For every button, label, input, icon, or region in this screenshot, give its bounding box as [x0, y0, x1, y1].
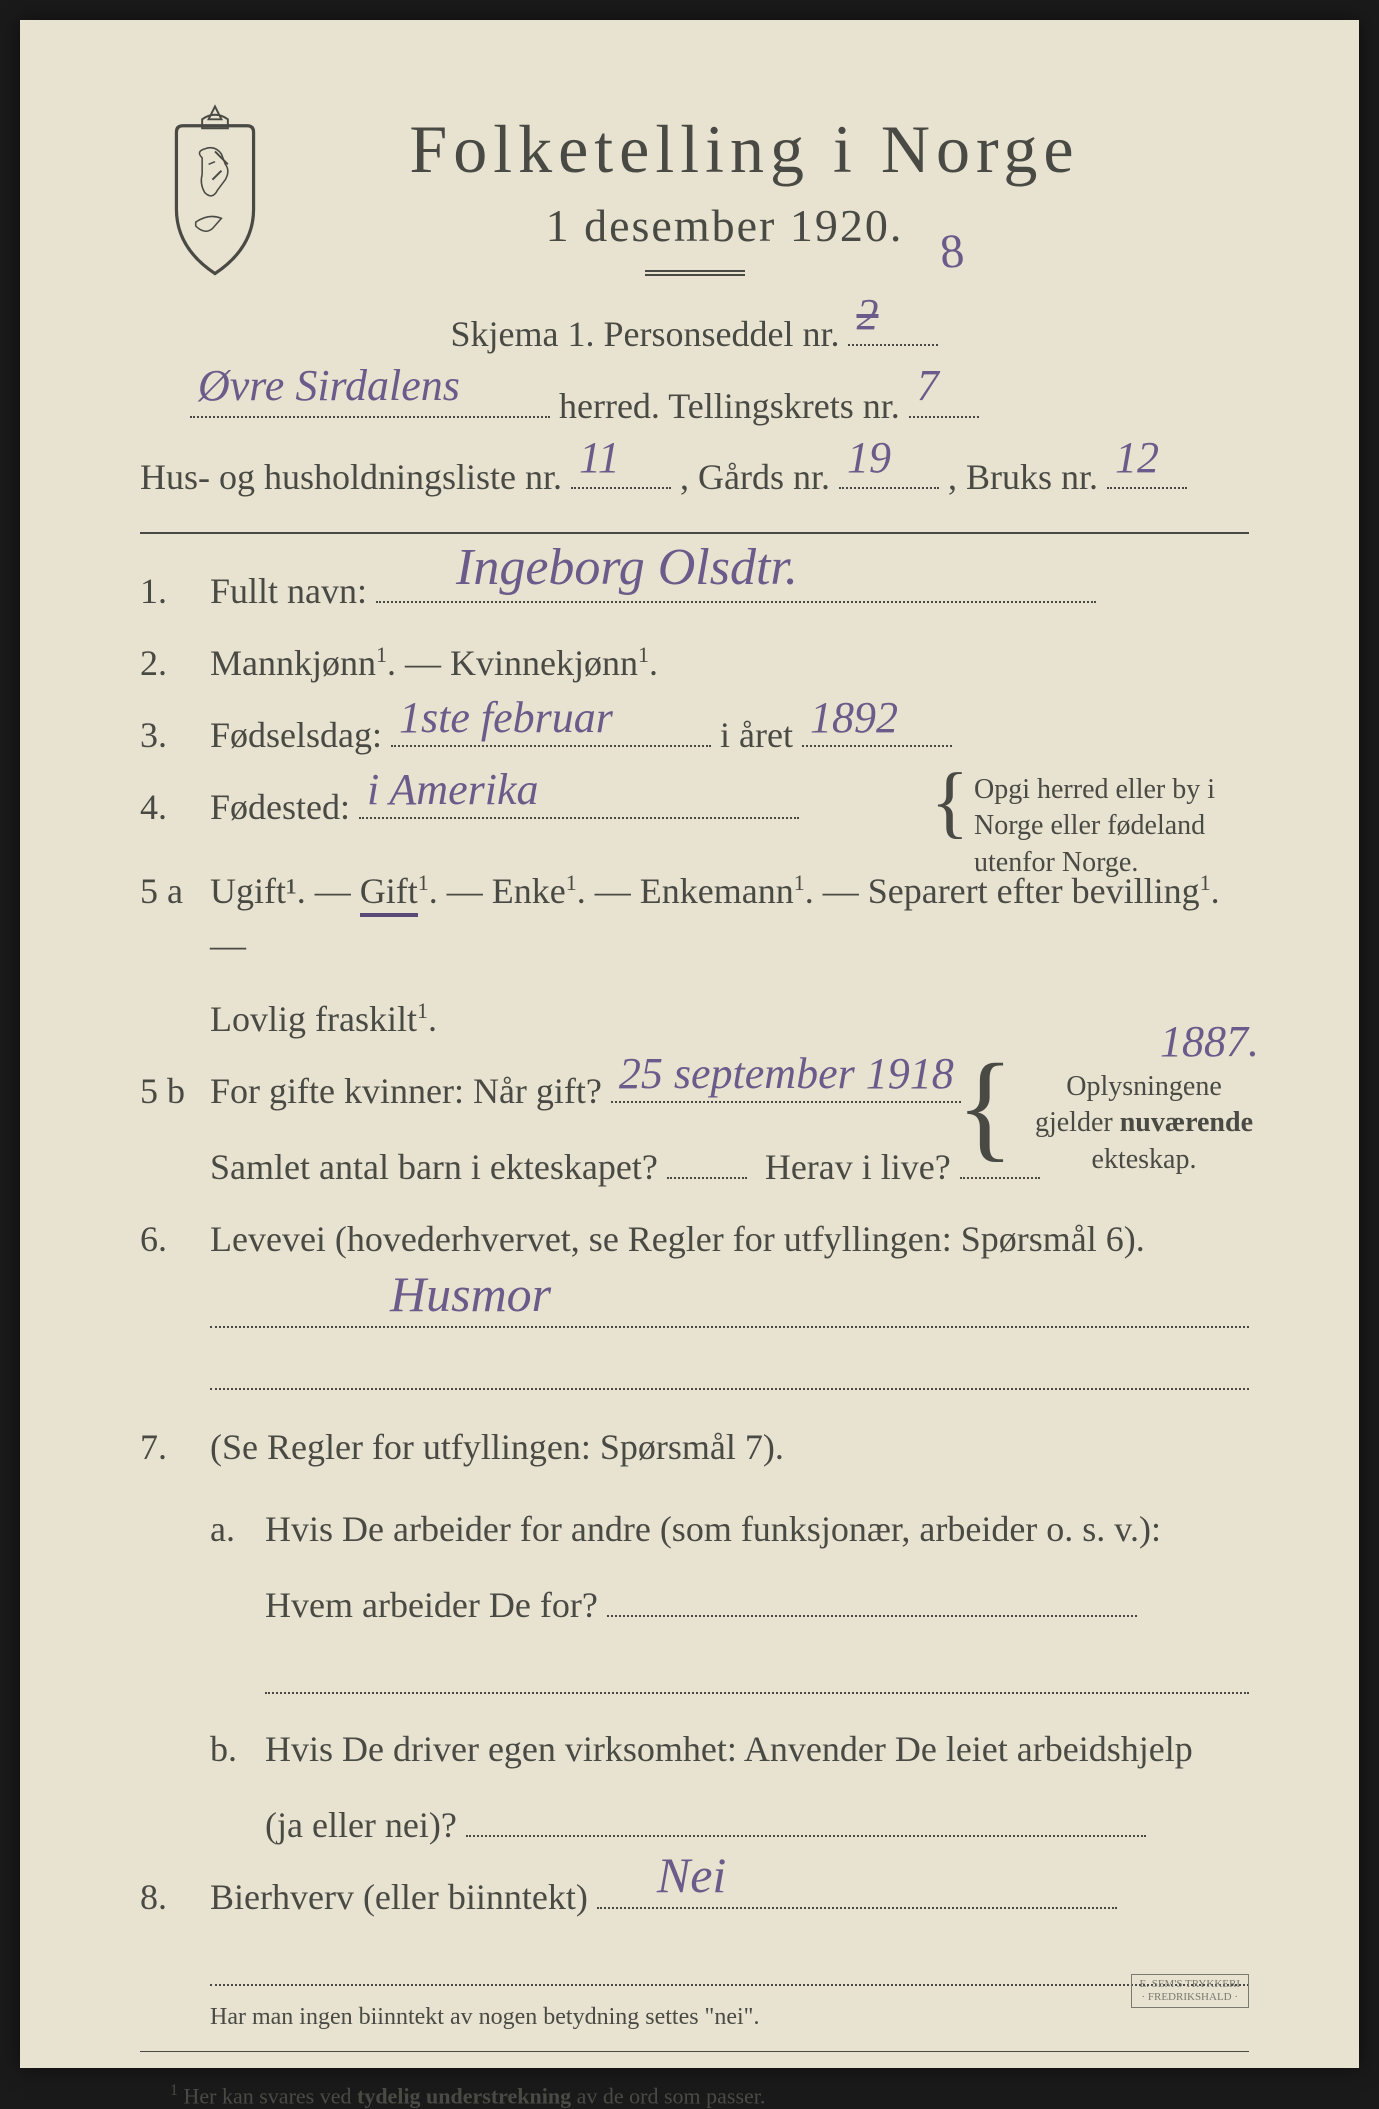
gards-field: 19	[839, 487, 939, 489]
q5b: 5 b 1887. For gifte kvinner: Når gift? 2…	[140, 1064, 1249, 1194]
coat-of-arms-icon	[150, 100, 280, 280]
herred-field: Øvre Sirdalens	[190, 416, 550, 418]
bruks-field: 12	[1107, 487, 1187, 489]
occupation-field: Husmor	[210, 1286, 1249, 1328]
form-header: Folketelling i Norge 1 desember 1920. 8	[140, 110, 1249, 276]
birthplace-field: i Amerika	[359, 817, 799, 819]
husliste-line: Hus- og husholdningsliste nr. 11 , Gårds…	[140, 449, 1249, 507]
subtitle: 1 desember 1920. 8	[200, 199, 1249, 252]
footnote-understrekning: 1 Her kan svares ved tydelig understrekn…	[140, 2082, 1249, 2109]
krets-field: 7	[909, 416, 979, 418]
hw-1887: 1887.	[1160, 1009, 1259, 1075]
personseddel-field: 2	[848, 344, 938, 346]
herred-line: Øvre Sirdalens herred. Tellingskrets nr.…	[140, 378, 1249, 436]
printer-mark: E. SEM'S TRYKKERI· FREDRIKSHALD ·	[1131, 1974, 1250, 2008]
title: Folketelling i Norge	[240, 110, 1249, 189]
children-total-field	[667, 1177, 747, 1179]
children-alive-field	[960, 1177, 1040, 1179]
secondary-occupation-field: Nei	[597, 1907, 1117, 1909]
footnote-nei: Har man ingen biinntekt av nogen betydni…	[140, 2004, 1249, 2031]
q8: 8. Bierhverv (eller biinntekt) Nei	[140, 1870, 1249, 1986]
hw-correction-8: 8	[937, 223, 968, 280]
employer-field	[607, 1615, 1137, 1617]
birthyear-field: 1892	[802, 745, 952, 747]
q5b-note: Oplysningene gjelder nuværende ekteskap.	[1034, 1069, 1254, 1178]
q4: 4. Fødested: i Amerika { Opgi herred ell…	[140, 780, 1249, 834]
q3: 3. Fødselsdag: 1ste februar i året 1892	[140, 708, 1249, 762]
q1: 1. Fullt navn: Ingeborg Olsdtr.	[140, 564, 1249, 618]
name-field: Ingeborg Olsdtr.	[376, 601, 1096, 603]
q2: 2. Mannkjønn1. — Kvinnekjønn1.	[140, 636, 1249, 690]
q6: 6. Levevei (hovederhvervet, se Regler fo…	[140, 1212, 1249, 1390]
census-form-page: Folketelling i Norge 1 desember 1920. 8 …	[20, 20, 1359, 2068]
occupation-field-2	[210, 1348, 1249, 1390]
thin-divider	[140, 2051, 1249, 2052]
employer-field-2	[265, 1652, 1249, 1694]
marriage-date-field: 25 september 1918	[611, 1101, 961, 1103]
birthday-field: 1ste februar	[391, 745, 711, 747]
hired-help-field	[466, 1835, 1146, 1837]
gift-underlined: Gift	[360, 871, 418, 917]
q7: 7. (Se Regler for utfyllingen: Spørsmål …	[140, 1420, 1249, 1852]
secondary-occupation-field-2	[210, 1944, 1249, 1986]
divider-icon	[645, 270, 745, 276]
q5a: 5 a Ugift¹. — Gift1. — Enke1. — Enkemann…	[140, 864, 1249, 1046]
husliste-field: 11	[571, 487, 671, 489]
